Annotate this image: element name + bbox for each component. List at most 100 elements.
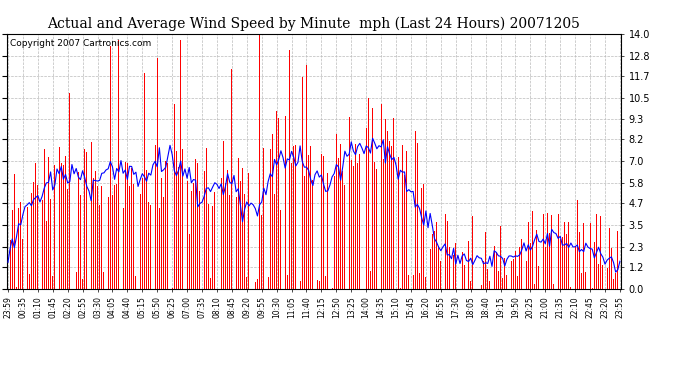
Bar [389,141,390,289]
Bar [581,273,582,289]
Bar [295,145,296,289]
Bar [357,163,358,289]
Bar [566,234,567,289]
Bar [225,183,226,289]
Bar [330,108,331,289]
Bar [99,205,100,289]
Bar [25,206,26,289]
Bar [35,163,36,289]
Bar [293,146,294,289]
Bar [201,276,202,289]
Bar [127,163,128,289]
Bar [338,158,339,289]
Bar [39,188,41,289]
Bar [283,158,284,289]
Bar [74,134,75,289]
Bar [453,255,454,289]
Bar [101,186,102,289]
Bar [442,265,444,289]
Bar [498,271,499,289]
Bar [193,183,194,289]
Bar [553,284,554,289]
Bar [310,146,311,289]
Bar [178,167,179,289]
Bar [340,144,341,289]
Bar [63,165,64,289]
Bar [406,151,407,289]
Bar [374,162,375,289]
Bar [504,258,505,289]
Bar [161,177,162,289]
Bar [308,155,309,289]
Bar [174,104,175,289]
Bar [152,165,153,289]
Bar [348,117,350,289]
Bar [148,202,149,289]
Bar [50,199,51,289]
Bar [41,200,43,289]
Bar [408,275,409,289]
Bar [353,166,354,289]
Bar [596,214,597,289]
Bar [587,280,589,289]
Bar [114,186,115,289]
Bar [304,176,305,289]
Bar [231,69,233,289]
Bar [238,158,239,289]
Bar [159,208,160,289]
Bar [97,186,98,289]
Bar [440,261,441,289]
Bar [29,274,30,289]
Bar [494,246,495,289]
Bar [538,266,540,289]
Bar [199,191,200,289]
Bar [37,185,38,289]
Bar [52,276,53,289]
Bar [255,282,256,289]
Bar [323,156,324,289]
Bar [381,104,382,289]
Bar [142,178,143,289]
Bar [489,281,491,289]
Bar [611,248,612,289]
Bar [600,216,601,289]
Bar [532,211,533,289]
Bar [187,181,188,289]
Bar [577,200,578,289]
Bar [43,148,45,289]
Bar [590,223,591,289]
Bar [210,278,211,289]
Bar [206,148,207,289]
Bar [131,168,132,289]
Bar [86,152,88,289]
Bar [609,228,610,289]
Bar [383,159,384,289]
Bar [549,232,550,289]
Bar [146,170,147,289]
Bar [334,176,335,289]
Bar [88,179,90,289]
Bar [359,154,360,289]
Bar [346,92,348,289]
Bar [602,265,603,289]
Bar [287,275,288,289]
Bar [289,51,290,289]
Bar [387,131,388,289]
Bar [430,249,431,289]
Bar [397,157,399,289]
Bar [400,288,401,289]
Bar [496,252,497,289]
Title: Actual and Average Wind Speed by Minute  mph (Last 24 Hours) 20071205: Actual and Average Wind Speed by Minute … [48,17,580,31]
Bar [259,34,260,289]
Bar [242,168,243,289]
Bar [16,287,17,289]
Bar [229,195,230,289]
Bar [197,163,198,289]
Bar [436,222,437,289]
Bar [93,178,94,289]
Bar [487,269,488,289]
Bar [545,247,546,289]
Bar [82,279,83,289]
Bar [125,162,126,289]
Bar [500,226,501,289]
